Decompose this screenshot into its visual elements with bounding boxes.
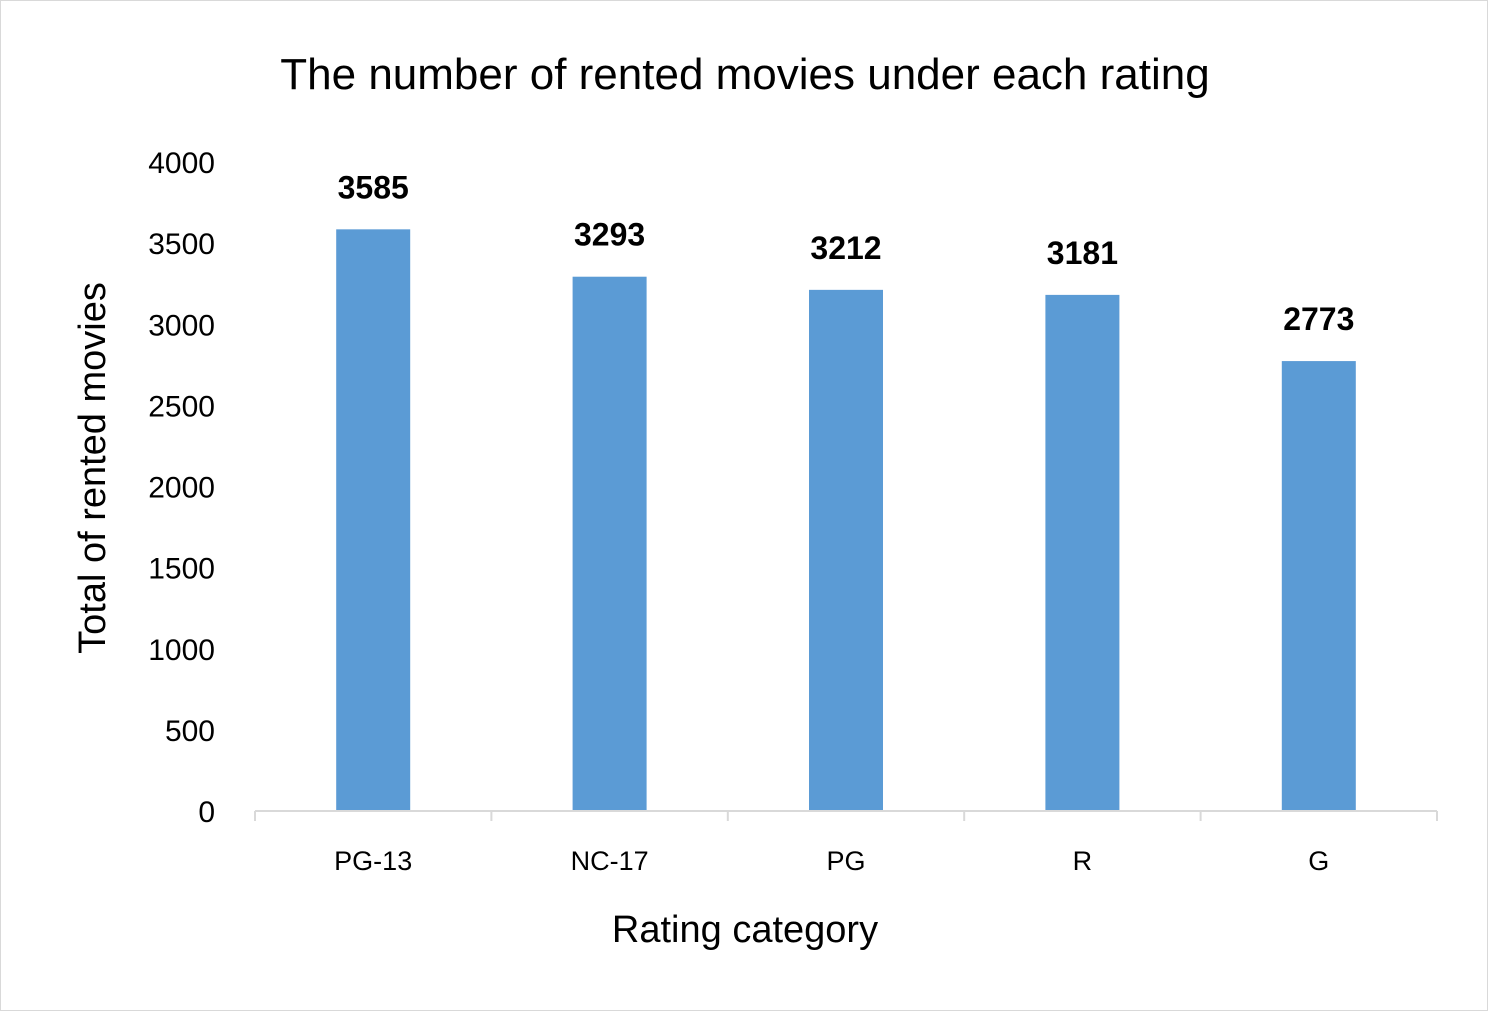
bar-g — [1281, 361, 1356, 811]
y-tick-label: 4000 — [148, 147, 215, 180]
x-tick-label: G — [1308, 846, 1329, 876]
y-tick-label: 3500 — [148, 228, 215, 261]
bar-pg-13 — [336, 229, 411, 812]
x-axis-title: Rating category — [612, 909, 878, 951]
bar-nc-17 — [572, 276, 647, 811]
y-tick-label: 500 — [165, 715, 215, 748]
y-tick-label: 2000 — [148, 472, 215, 505]
x-tick-label: PG-13 — [334, 846, 412, 876]
data-label: 3293 — [574, 217, 645, 253]
x-tick-label: PG — [826, 846, 865, 876]
data-label: 3585 — [338, 169, 409, 205]
data-label: 2773 — [1283, 301, 1354, 337]
y-tick-label: 1000 — [148, 634, 215, 667]
data-label: 3181 — [1047, 235, 1118, 271]
y-tick-label: 3000 — [148, 309, 215, 342]
chart-title: The number of rented movies under each r… — [280, 50, 1209, 99]
plot-area: 0 500 1000 1500 2000 2500 3000 3500 4000 3585 3293… — [148, 147, 1438, 876]
bar-r — [1045, 294, 1120, 811]
y-tick-label: 1500 — [148, 553, 215, 586]
y-tick-label: 0 — [198, 796, 215, 829]
bar-pg — [809, 289, 883, 811]
x-tick-label: R — [1073, 846, 1093, 876]
y-axis-title: Total of rented movies — [72, 282, 114, 654]
y-tick-label: 2500 — [148, 390, 215, 423]
data-label: 3212 — [810, 230, 881, 266]
x-tick-label: NC-17 — [571, 846, 649, 876]
